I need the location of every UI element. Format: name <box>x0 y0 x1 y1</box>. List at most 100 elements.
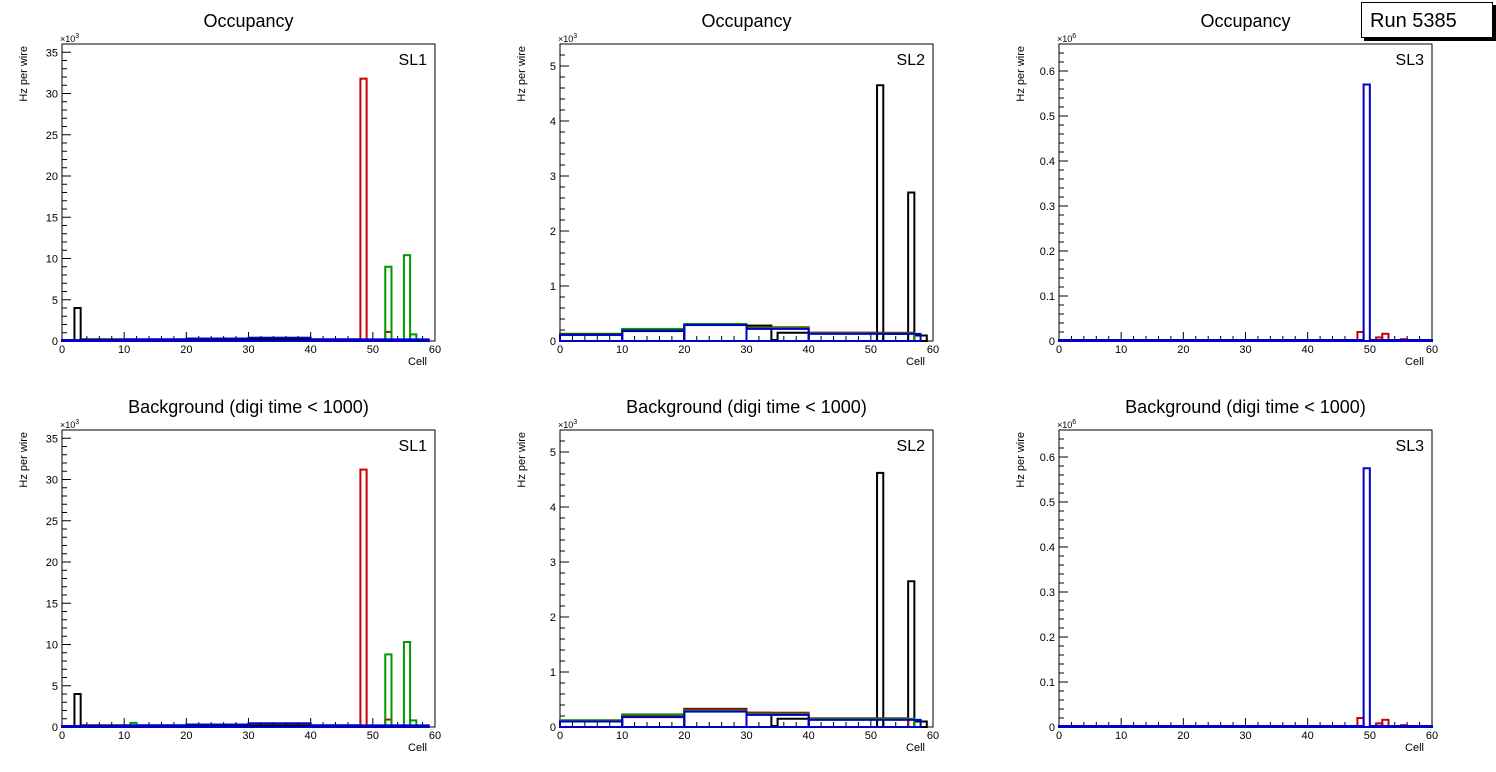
plot-frame <box>1058 429 1433 728</box>
x-tick-label: 30 <box>1239 730 1251 742</box>
series-layer-2 <box>359 77 393 343</box>
x-tick-label: 40 <box>305 344 317 356</box>
x-tick-label: 40 <box>803 344 815 356</box>
x-tick-label: 0 <box>59 730 65 742</box>
histogram-bin <box>683 710 748 728</box>
x-tick-label: 60 <box>1426 344 1438 356</box>
y-tick-label: 25 <box>46 516 58 528</box>
y-axis-exponent: ×103 <box>60 419 79 430</box>
series-layer-1 <box>559 471 928 729</box>
histogram-bin <box>559 333 624 343</box>
series-layer-4 <box>61 336 430 343</box>
histogram-bin <box>384 653 393 729</box>
histogram-bin <box>73 693 82 728</box>
y-tick-label: 4 <box>550 502 556 514</box>
x-tick-label: 0 <box>557 344 563 356</box>
y-tick-label: 0.3 <box>1040 201 1055 213</box>
histogram-bin <box>123 338 188 343</box>
histogram-panel-3: Occupancy 0 10 20 30 40 50 60 0 0.1 0.2 0.3 0.4 0.5 0.… <box>1015 11 1438 368</box>
x-tick-label: 10 <box>1115 730 1127 742</box>
superlayer-label: SL3 <box>1396 52 1425 69</box>
y-tick-label: 20 <box>46 171 58 183</box>
x-axis-title: Cell <box>906 356 925 368</box>
y-tick-label: 0 <box>550 336 556 348</box>
histogram-bin <box>876 471 885 728</box>
y-tick-label: 0.6 <box>1040 452 1055 464</box>
y-axis-title: Hz per wire <box>1015 46 1027 102</box>
histogram-bin <box>807 332 922 343</box>
histogram-bin <box>384 265 393 342</box>
y-axis-title: Hz per wire <box>516 46 528 102</box>
histogram-bin <box>309 724 430 728</box>
panel-title: Occupancy <box>1200 11 1290 31</box>
histogram-bin <box>683 322 748 343</box>
x-tick-label: 10 <box>118 344 130 356</box>
y-tick-label: 35 <box>46 433 58 445</box>
x-tick-label: 0 <box>557 730 563 742</box>
series-layer-4 <box>1058 467 1434 728</box>
plot-frame <box>61 429 436 728</box>
x-tick-label: 20 <box>678 344 690 356</box>
x-tick-label: 40 <box>1302 730 1314 742</box>
x-tick-label: 40 <box>803 730 815 742</box>
x-tick-label: 20 <box>180 730 192 742</box>
y-tick-label: 0 <box>52 336 58 348</box>
histogram-bin <box>683 709 748 728</box>
x-tick-label: 20 <box>1177 730 1189 742</box>
histogram-bin <box>683 323 748 342</box>
y-tick-label: 0.6 <box>1040 66 1055 78</box>
y-tick-label: 0.1 <box>1040 291 1055 303</box>
x-tick-label: 20 <box>1177 344 1189 356</box>
y-tick-label: 30 <box>46 475 58 487</box>
x-tick-label: 0 <box>59 344 65 356</box>
panel-title: Background (digi time < 1000) <box>1125 397 1366 417</box>
y-tick-label: 0 <box>52 722 58 734</box>
y-tick-label: 30 <box>46 89 58 101</box>
histogram-bin <box>402 641 412 729</box>
histogram-bin <box>807 718 922 728</box>
y-tick-label: 5 <box>550 447 556 459</box>
y-tick-label: 10 <box>46 254 58 266</box>
x-tick-label: 60 <box>927 344 939 356</box>
x-axis-title: Cell <box>906 742 925 754</box>
y-tick-label: 15 <box>46 598 58 610</box>
y-tick-label: 0.1 <box>1040 677 1055 689</box>
x-tick-label: 30 <box>242 730 254 742</box>
y-tick-label: 0.2 <box>1040 632 1055 644</box>
y-axis-exponent: ×106 <box>1057 33 1076 44</box>
y-tick-label: 0 <box>550 722 556 734</box>
y-tick-label: 20 <box>46 557 58 569</box>
series-layer-3 <box>129 641 418 729</box>
histogram-bin <box>73 307 82 342</box>
x-tick-label: 60 <box>1426 730 1438 742</box>
y-tick-label: 1 <box>550 281 556 293</box>
x-tick-label: 30 <box>740 730 752 742</box>
histogram-bin <box>907 191 916 342</box>
histogram-bin <box>402 254 412 342</box>
series-layer-4 <box>61 722 430 729</box>
series-layer-1 <box>73 693 362 728</box>
histogram-bin <box>1368 339 1434 342</box>
y-axis-exponent: ×103 <box>558 33 577 44</box>
y-tick-label: 0 <box>1049 336 1055 348</box>
superlayer-label: SL2 <box>897 52 926 69</box>
x-tick-label: 50 <box>865 730 877 742</box>
histogram-bin <box>683 323 748 342</box>
x-tick-label: 60 <box>927 730 939 742</box>
run-label-box: Run 5385 <box>1361 2 1493 38</box>
x-tick-label: 60 <box>429 730 441 742</box>
histogram-bin <box>907 580 916 728</box>
y-tick-label: 2 <box>550 612 556 624</box>
superlayer-label: SL3 <box>1396 438 1425 455</box>
x-axis-title: Cell <box>1405 742 1424 754</box>
y-tick-label: 0.2 <box>1040 246 1055 258</box>
series-layer-4 <box>1058 83 1434 342</box>
histogram-panel-4: Background (digi time < 1000)0 10 20 30 40 50… <box>18 397 441 754</box>
histogram-bin <box>61 339 126 342</box>
y-axis-title: Hz per wire <box>18 432 30 488</box>
x-tick-label: 20 <box>678 730 690 742</box>
series-layer-1 <box>73 307 362 343</box>
histogram-panel-2: Occupancy 0 10 20 30 40 50 60 0 1 2 3 4 5 ×103 Cell Hz p… <box>516 11 939 368</box>
histogram-bin <box>1058 339 1365 342</box>
